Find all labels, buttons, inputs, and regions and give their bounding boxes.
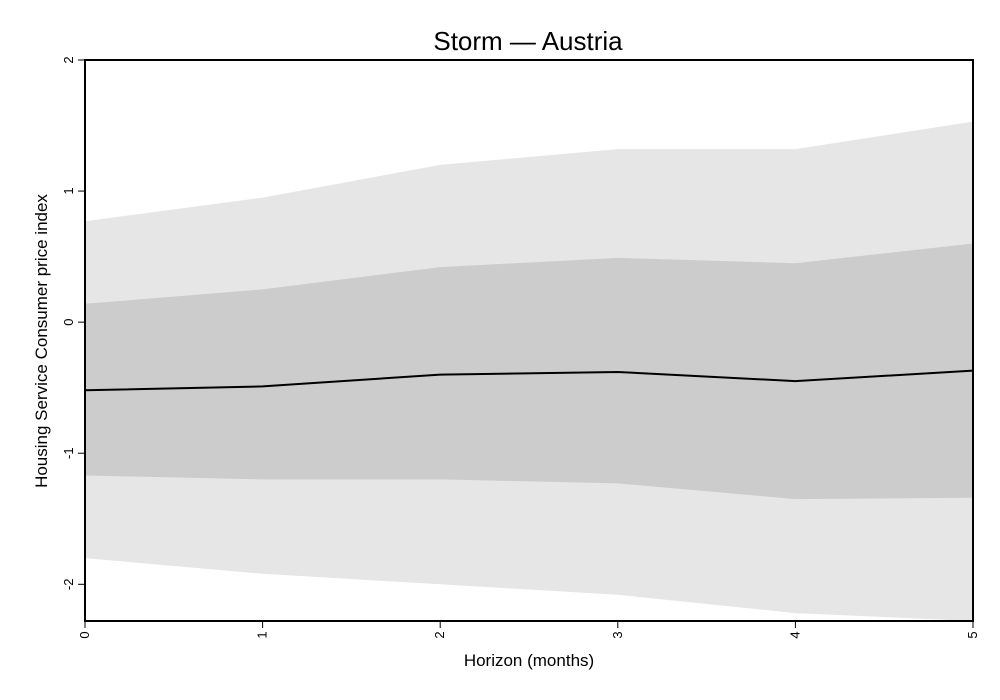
x-tick-label: 0 <box>77 631 92 638</box>
x-tick-label: 3 <box>610 631 625 638</box>
x-tick-label: 5 <box>965 631 980 638</box>
y-tick-label: 1 <box>61 187 76 194</box>
y-tick-label: -1 <box>61 447 76 459</box>
y-tick-label: -2 <box>61 579 76 591</box>
y-axis-label: Housing Service Consumer price index <box>32 194 51 488</box>
median-line <box>84 369 974 392</box>
plot-frame <box>84 59 974 622</box>
inner-band-area <box>85 243 973 500</box>
y-tick-label: 0 <box>61 319 76 326</box>
chart-title: Storm — Austria <box>433 26 623 56</box>
x-tick-label: 1 <box>255 631 270 638</box>
x-tick-label: 2 <box>432 631 447 638</box>
x-tick-label: 4 <box>787 631 802 638</box>
x-axis-label: Horizon (months) <box>464 651 594 670</box>
y-tick-label: 2 <box>61 56 76 63</box>
